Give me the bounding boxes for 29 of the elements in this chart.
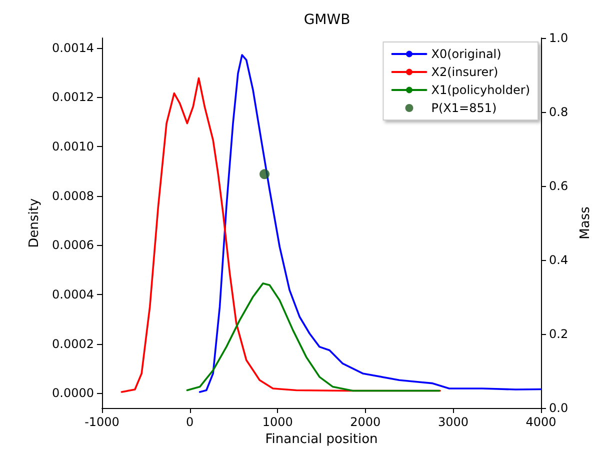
legend-label: X0(original): [431, 47, 502, 61]
x-tick-label: 4000: [526, 415, 556, 429]
y-tick-label: 0.0000: [52, 386, 94, 400]
legend-label: X1(policyholder): [431, 83, 530, 97]
y-axis-title: Density: [27, 198, 42, 248]
y2-tick-label: 1.0: [549, 31, 568, 45]
line-series: [186, 282, 440, 392]
y-tick-label: 0.0006: [52, 238, 94, 252]
y2-tick-label: 0.2: [549, 327, 568, 341]
x-tick-label: -1000: [84, 415, 120, 429]
x-tick-label: 0: [186, 415, 194, 429]
x-axis-title: Financial position: [265, 432, 378, 447]
y-tick-label: 0.0014: [52, 40, 94, 55]
y-tick-label: 0.0004: [52, 288, 94, 302]
legend-label: X2(insurer): [431, 65, 498, 79]
x-tick-label: 2000: [350, 415, 381, 429]
y2-tick-label: 0.0: [549, 401, 568, 415]
y2-tick-label: 0.4: [549, 253, 568, 267]
legend-label: P(X1=851): [431, 101, 497, 115]
x-tick-label: 1000: [262, 415, 293, 429]
y2-tick-label: 0.6: [549, 179, 568, 193]
y2-axis-title: Mass: [578, 206, 593, 240]
y2-tick-label: 0.8: [549, 105, 568, 119]
y-tick-label: 0.0002: [52, 336, 94, 351]
chart-title: GMWB: [304, 12, 350, 28]
x-tick-label: 3000: [438, 415, 468, 429]
y-tick-label: 0.0012: [52, 90, 94, 104]
y-tick-label: 0.0008: [52, 188, 94, 203]
y-tick-label: 0.0010: [52, 140, 94, 154]
